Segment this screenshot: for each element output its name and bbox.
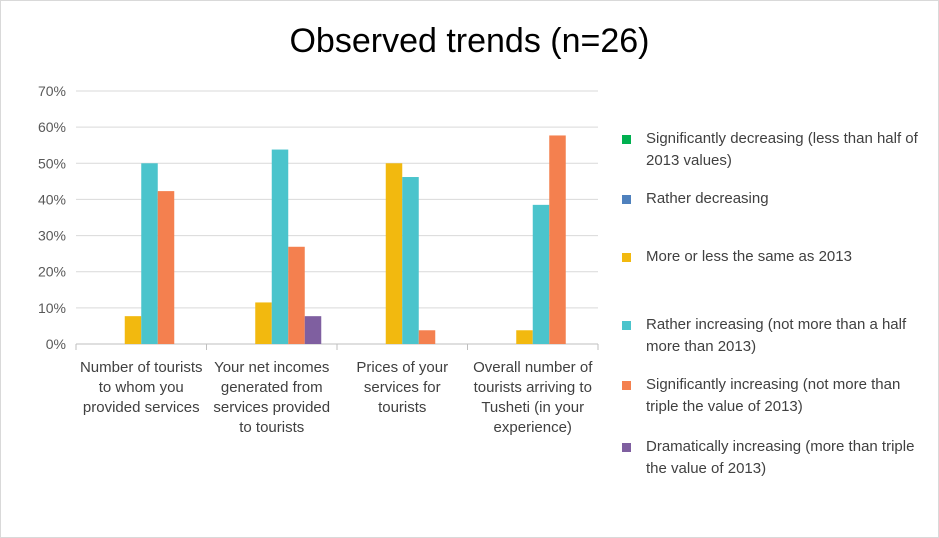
y-tick-label: 50%	[38, 155, 66, 171]
bar	[271, 149, 289, 344]
legend-label: More or less the same as 2013	[646, 248, 852, 265]
bar	[532, 204, 550, 344]
legend-label: Significantly decreasing (less than half…	[646, 130, 918, 169]
bar	[385, 163, 403, 344]
y-tick-label: 0%	[46, 336, 66, 352]
legend-swatch	[622, 443, 631, 452]
y-tick-label: 20%	[38, 264, 66, 280]
bar	[141, 163, 158, 344]
bar	[124, 316, 142, 344]
y-tick-label: 10%	[38, 300, 66, 316]
y-tick-label: 70%	[38, 83, 66, 99]
bar	[549, 135, 566, 344]
bar	[402, 177, 419, 344]
y-tick-label: 60%	[38, 119, 66, 135]
legend-label: Dramatically increasing (more than tripl…	[646, 438, 915, 477]
legend-swatch	[622, 253, 631, 262]
bar	[157, 191, 175, 344]
legend-swatch	[622, 135, 631, 144]
x-category-label: Prices of your services for tourists	[356, 359, 449, 416]
bar	[516, 330, 533, 344]
bar	[255, 302, 272, 344]
x-category-label: Your net incomes generated from services…	[213, 359, 331, 436]
y-tick-label: 30%	[38, 228, 66, 244]
chart-title: Observed trends (n=26)	[289, 22, 650, 60]
legend-label: Rather increasing (not more than a half …	[646, 316, 907, 355]
bar	[304, 316, 322, 344]
x-category-label: Overall number of tourists arriving to T…	[473, 359, 593, 436]
legend-swatch	[622, 381, 631, 390]
y-tick-label: 40%	[38, 191, 66, 207]
legend-swatch	[622, 195, 631, 204]
legend-label: Rather decreasing	[646, 190, 769, 207]
bar	[288, 246, 305, 344]
bar	[418, 330, 436, 344]
legend-swatch	[622, 321, 631, 330]
x-category-label: Number of tourists to whom you provided …	[79, 359, 203, 416]
legend-label: Significantly increasing (not more than …	[646, 376, 901, 415]
